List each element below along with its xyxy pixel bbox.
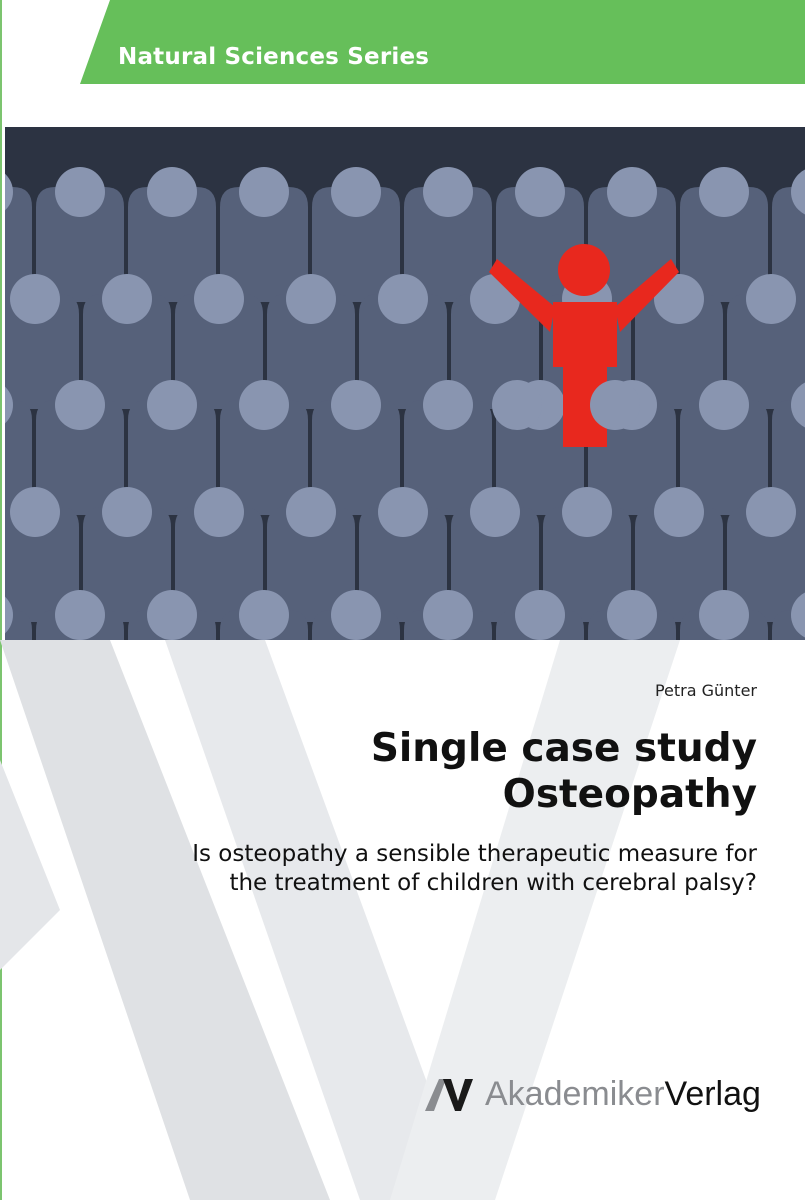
- crowd-figure-body: [220, 400, 308, 515]
- crowd-figure-head: [423, 590, 473, 640]
- crowd-figure-head: [239, 167, 289, 217]
- crowd-figure-head: [654, 487, 704, 537]
- crowd-figure-body: [128, 187, 216, 302]
- crowd-figure-body: [267, 507, 355, 622]
- crowd-figure-body: [404, 400, 492, 515]
- crowd-figure-head: [55, 167, 105, 217]
- publisher-name-part2: Verlag: [664, 1075, 761, 1113]
- highlighted-red-figure: [558, 244, 610, 296]
- crowd-figure-head: [5, 386, 13, 424]
- subtitle-line-1: Is osteopathy a sensible therapeutic mea…: [192, 841, 757, 867]
- crowd-figure-head: [699, 167, 749, 217]
- crowd-figure-body: [5, 507, 79, 622]
- v-watermark: [0, 640, 680, 1200]
- crowd-figure-head: [654, 274, 704, 324]
- crowd-figure-head: [331, 167, 381, 217]
- crowd-figure-head: [699, 590, 749, 640]
- crowd-figure-head: [515, 590, 565, 640]
- crowd-figure-body: [36, 400, 124, 515]
- cover-photo: [5, 127, 805, 640]
- crowd-figure-head: [699, 380, 749, 430]
- crowd-figure-head: [378, 274, 428, 324]
- crowd-figure-body: [635, 294, 723, 409]
- cover-edge-line: [0, 0, 2, 1200]
- series-label: Natural Sciences Series: [118, 44, 430, 70]
- title-line-1: Single case study: [370, 726, 757, 771]
- crowd-figure-body: [128, 400, 216, 515]
- crowd-figure-body: [543, 507, 631, 622]
- crowd-figure-head: [470, 487, 520, 537]
- crowd-figure-body: [451, 507, 539, 622]
- crowd-figure-body: [680, 400, 768, 515]
- crowd-figure-head: [562, 487, 612, 537]
- crowd-figure-head: [590, 380, 640, 430]
- crowd-figure-body: [175, 294, 263, 409]
- crowd-figure-head: [5, 596, 13, 634]
- crowd-figure-head: [10, 274, 60, 324]
- crowd-figure-head: [239, 380, 289, 430]
- crowd-figure-head: [10, 487, 60, 537]
- crowd-figure-head: [791, 592, 805, 638]
- crowd-figure-head: [515, 167, 565, 217]
- crowd-figure-body: [359, 507, 447, 622]
- crowd-figure-body: [267, 294, 355, 409]
- crowd-figure-head: [102, 274, 152, 324]
- crowd-figure-body: [5, 294, 79, 409]
- crowd-figure-body: [727, 294, 805, 409]
- highlighted-red-figure: [489, 259, 555, 332]
- crowd-figure-head: [331, 380, 381, 430]
- crowd-figure-body: [175, 507, 263, 622]
- series-band: [80, 0, 805, 84]
- crowd-figure-head: [55, 590, 105, 640]
- crowd-figure-body: [220, 187, 308, 302]
- crowd-figure-body: [83, 294, 171, 409]
- crowd-figure-body: [772, 400, 805, 515]
- crowd-figure-head: [746, 274, 796, 324]
- crowd-figure-body: [312, 400, 400, 515]
- crowd-figure-head: [607, 590, 657, 640]
- crowd-figure-body: [772, 187, 805, 302]
- crowd-figure-body: [359, 294, 447, 409]
- crowd-figure-body: [5, 400, 32, 515]
- crowd-figure-body: [727, 507, 805, 622]
- av-logo-icon: [425, 1078, 473, 1111]
- crowd-figure-head: [147, 167, 197, 217]
- crowd-figure-head: [331, 590, 381, 640]
- crowd-figure-head: [102, 487, 152, 537]
- crowd-figure-body: [5, 187, 32, 302]
- crowd-figure-body: [36, 187, 124, 302]
- crowd-figure-head: [378, 487, 428, 537]
- crowd-figure-head: [286, 274, 336, 324]
- crowd-figure-body: [312, 187, 400, 302]
- crowd-figure-head: [147, 380, 197, 430]
- crowd-figure-head: [147, 590, 197, 640]
- crowd-figure-head: [55, 380, 105, 430]
- book-title: Single case study Osteopathy: [371, 726, 757, 818]
- title-line-2: Osteopathy: [502, 772, 757, 817]
- author-name: Petra Günter: [654, 681, 757, 700]
- crowd-figure-head: [791, 169, 805, 215]
- crowd-figure-body: [588, 187, 676, 302]
- crowd-figure-head: [194, 487, 244, 537]
- crowd-figure-head: [423, 167, 473, 217]
- subtitle-line-2: the treatment of children with cerebral …: [229, 870, 757, 896]
- crowd-figure-head: [492, 380, 542, 430]
- crowd-figure-head: [746, 487, 796, 537]
- crowd-figure-body: [404, 187, 492, 302]
- crowd-figure-head: [5, 173, 13, 211]
- publisher-logo: Akademiker Verlag: [425, 1075, 761, 1114]
- crowd-figure-body: [83, 507, 171, 622]
- crowd-figure-head: [286, 487, 336, 537]
- crowd-figure-head: [607, 167, 657, 217]
- crowd-figure-body: [680, 187, 768, 302]
- crowd-figure-head: [194, 274, 244, 324]
- crowd-figure-body: [635, 507, 723, 622]
- crowd-figure-head: [423, 380, 473, 430]
- book-subtitle: Is osteopathy a sensible therapeutic mea…: [57, 840, 757, 898]
- crowd-figure-head: [239, 590, 289, 640]
- crowd-figure-head: [791, 382, 805, 428]
- publisher-name-part1: Akademiker: [485, 1075, 665, 1113]
- highlighted-red-figure: [615, 259, 679, 332]
